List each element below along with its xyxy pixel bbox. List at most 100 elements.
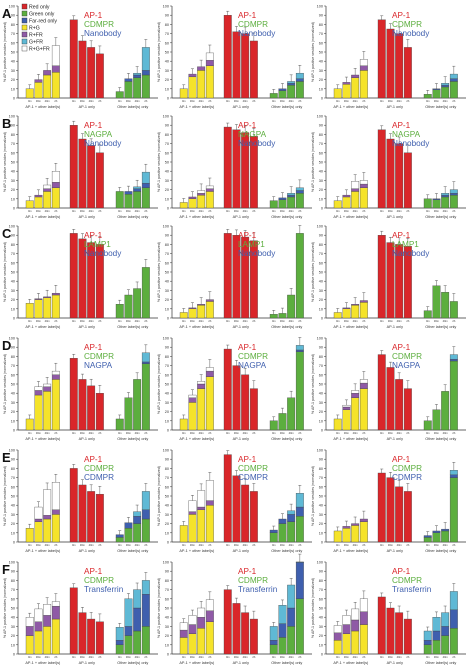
bar — [197, 617, 206, 629]
x-tick-label: 2h — [406, 655, 409, 659]
series-label: NAGPA — [84, 130, 113, 139]
bar — [197, 628, 206, 655]
x-group-label: AP-1 + other label(s) — [25, 215, 61, 219]
series-label: NAGPA — [84, 361, 113, 370]
x-tick-label: 2h — [252, 655, 255, 659]
x-tick-label: 40m — [45, 655, 50, 659]
x-tick-label: 30m — [388, 209, 393, 213]
bar — [141, 361, 150, 364]
y-tick-label: 80 — [165, 579, 169, 583]
bar — [51, 374, 60, 380]
x-tick-label: 0m — [226, 319, 230, 323]
x-tick-label: 30m — [344, 431, 349, 435]
y-tick-label: 90 — [319, 570, 323, 574]
y-tick-label: 30 — [11, 289, 15, 293]
y-tick-label: 50 — [165, 383, 169, 387]
y-tick-label: 60 — [319, 373, 323, 377]
x-tick-label: 0m — [272, 543, 276, 547]
y-tick-label: 0 — [167, 97, 169, 101]
bar — [423, 198, 432, 209]
legend-swatch — [21, 31, 28, 38]
y-tick-label: 10 — [11, 419, 15, 423]
x-tick-label: 0m — [226, 431, 230, 435]
x-tick-label: 0m — [380, 209, 384, 213]
x-tick-label: 2h — [98, 319, 101, 323]
x-group-label: AP-1 only — [79, 105, 96, 109]
x-tick-label: 40m — [443, 99, 448, 103]
bar — [351, 181, 360, 189]
y-tick-label: 50 — [11, 271, 15, 275]
x-group-label: AP-1 only — [387, 105, 404, 109]
bar — [124, 78, 133, 82]
subplot: 0 10 20 30 40 50 60 70 80 90 100 % AP-1 positive ve… — [3, 225, 158, 329]
bar — [34, 621, 43, 632]
y-tick-label: 30 — [165, 401, 169, 405]
bar — [205, 370, 214, 377]
y-tick-label: 50 — [11, 161, 15, 165]
bar — [87, 618, 96, 655]
bar — [205, 367, 214, 372]
y-tick-label: 40 — [319, 504, 323, 508]
bar — [241, 484, 250, 543]
bar — [188, 514, 197, 543]
x-tick-label: 0m — [272, 655, 276, 659]
x-group-label: Other label(s) only — [117, 215, 148, 219]
y-tick-label: 40 — [11, 392, 15, 396]
bar — [197, 490, 206, 508]
y-tick-label: 60 — [165, 373, 169, 377]
bar — [449, 73, 458, 79]
bar — [205, 599, 214, 611]
x-tick-label: 40m — [289, 655, 294, 659]
x-tick-label: 30m — [36, 543, 41, 547]
x-tick-label: 40m — [45, 543, 50, 547]
x-tick-label: 0m — [72, 209, 76, 213]
x-tick-label: 2h — [362, 209, 365, 213]
y-tick-label: 70 — [165, 32, 169, 36]
bar — [141, 352, 150, 363]
series-label: CDMPR — [84, 464, 114, 473]
x-tick-label: 0m — [118, 543, 122, 547]
bar — [223, 15, 232, 99]
x-group-label: AP-1 only — [387, 549, 404, 553]
series-label: CDMPR — [84, 20, 114, 29]
bar — [115, 627, 124, 641]
series-label: NAGPA — [238, 130, 267, 139]
x-tick-label: 30m — [388, 431, 393, 435]
x-tick-label: 40m — [89, 319, 94, 323]
x-tick-label: 30m — [234, 431, 239, 435]
bar — [43, 191, 52, 209]
bar — [342, 615, 351, 625]
bar — [359, 70, 368, 99]
x-group-label: AP-1 + other label(s) — [333, 325, 369, 329]
series-label: CDMPR — [392, 576, 422, 585]
y-tick-label: 50 — [319, 607, 323, 611]
x-tick-label: 2h — [406, 99, 409, 103]
x-tick-label: 2h — [452, 319, 455, 323]
x-tick-label: 40m — [289, 319, 294, 323]
x-tick-label: 40m — [353, 99, 358, 103]
bar — [34, 521, 43, 543]
bar — [133, 589, 142, 609]
bar — [342, 404, 351, 408]
bar — [342, 624, 351, 634]
bar — [43, 296, 52, 298]
x-tick-label: 40m — [353, 431, 358, 435]
x-tick-label: 0m — [72, 99, 76, 103]
bar — [69, 358, 78, 431]
bar — [449, 81, 458, 99]
x-group-label: AP-1 + other label(s) — [179, 215, 215, 219]
y-tick-label: 0 — [167, 207, 169, 211]
x-tick-label: 2h — [406, 431, 409, 435]
bar — [295, 561, 304, 599]
series-label: CDMPR — [392, 473, 422, 482]
bar — [205, 505, 214, 543]
y-tick-label: 90 — [165, 124, 169, 128]
x-group-label: AP-1 + other label(s) — [25, 661, 61, 665]
y-tick-label: 10 — [319, 197, 323, 201]
y-tick-label: 80 — [319, 355, 323, 359]
x-group-label: Other label(s) only — [425, 325, 456, 329]
x-tick-label: 40m — [243, 319, 248, 323]
y-tick-label: 100 — [163, 115, 169, 119]
y-tick-label: 90 — [319, 346, 323, 350]
bar — [269, 532, 278, 543]
